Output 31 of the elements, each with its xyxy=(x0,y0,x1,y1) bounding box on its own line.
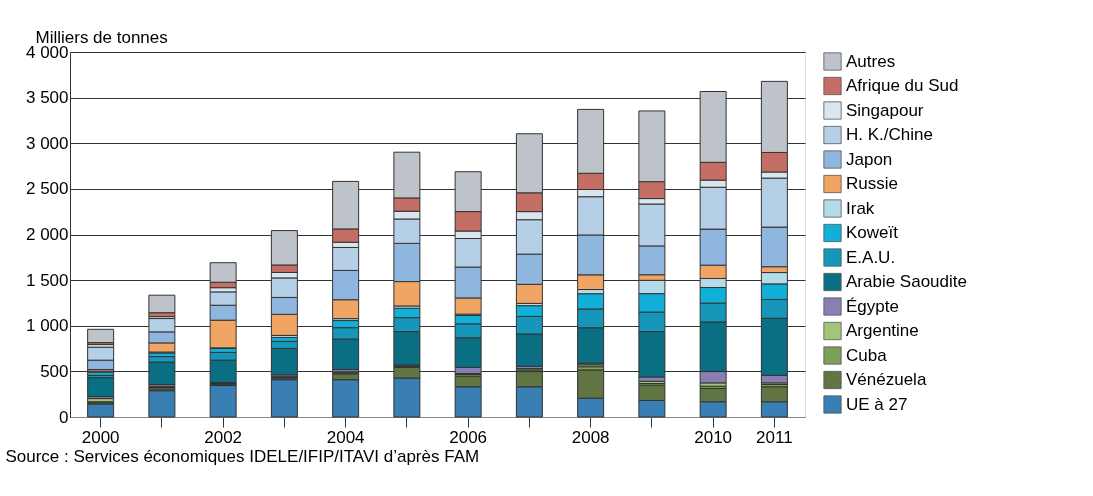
legend-label: Argentine xyxy=(846,321,919,340)
x-tick-label: 2004 xyxy=(326,427,365,447)
y-tick-label: 1 000 xyxy=(25,316,69,336)
x-tick-label: 2006 xyxy=(449,427,488,447)
legend-label: Cuba xyxy=(846,345,888,365)
legend-label: Japon xyxy=(846,149,893,169)
legend-label: Irak xyxy=(846,198,875,218)
y-tick-label: 0 xyxy=(59,407,69,427)
legend-label: UE à 27 xyxy=(846,394,908,414)
legend-label: Singapour xyxy=(846,100,924,120)
legend-label: Russie xyxy=(846,174,898,193)
y-tick-label: 500 xyxy=(40,361,69,381)
legend-label: Vénézuela xyxy=(846,370,927,389)
legend-label: Koweït xyxy=(846,223,899,242)
legend-label: E.A.U. xyxy=(846,247,896,267)
legend-label: Afrique du Sud xyxy=(846,76,959,95)
y-tick-label: 1 500 xyxy=(25,270,69,290)
x-tick-label: 2010 xyxy=(694,427,733,447)
x-tick-label: 2002 xyxy=(204,427,243,447)
legend-label: Autres xyxy=(846,51,896,71)
x-tick-label: 2011 xyxy=(756,427,793,447)
x-tick-label: 2008 xyxy=(571,427,610,447)
y-tick-label: 3 500 xyxy=(25,88,69,108)
legend-label: Arabie Saoudite xyxy=(846,272,967,291)
y-tick-label: 3 000 xyxy=(25,133,69,153)
source-note: Source : Services économiques IDELE/IFIP/ITAVI d’après FAM xyxy=(5,447,480,466)
legend-label: H. K./Chine xyxy=(846,125,933,144)
y-tick-label: 2 500 xyxy=(25,179,69,199)
x-tick-label: 2000 xyxy=(81,427,120,447)
y-tick-label: 2 000 xyxy=(25,225,69,244)
legend-label: Égypte xyxy=(846,296,899,316)
